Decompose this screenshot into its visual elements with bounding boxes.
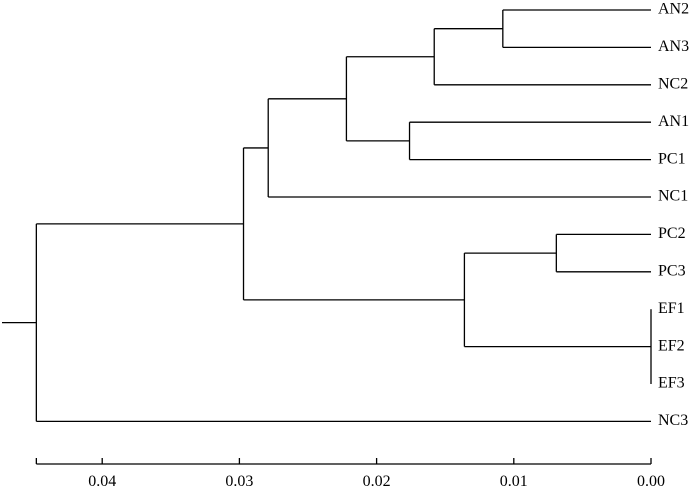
leaf-label-ef3: EF3	[658, 375, 685, 392]
tick-label: 0.00	[637, 473, 665, 490]
tick-label: 0.02	[363, 473, 391, 490]
x-axis: 0.04 0.03 0.02 0.01 0.00	[35, 458, 665, 490]
leaf-label-an2: AN2	[658, 1, 689, 18]
leaf-labels-group: AN2 AN3 NC2 AN1 PC1 NC1 PC2 PC3 EF1 EF2 EF3 NC3	[658, 1, 689, 429]
leaf-label-ef1: EF1	[658, 300, 685, 317]
leaf-label-an1: AN1	[658, 113, 689, 130]
leaf-label-ef2: EF2	[658, 337, 685, 354]
tick-label: 0.03	[225, 473, 253, 490]
leaf-label-pc2: PC2	[658, 225, 686, 242]
leaf-label-nc1: NC1	[658, 188, 688, 205]
tick-label: 0.04	[88, 473, 116, 490]
branches-group	[2, 9, 652, 423]
leaf-label-pc1: PC1	[658, 150, 686, 167]
leaf-label-an3: AN3	[658, 38, 689, 55]
leaf-label-nc2: NC2	[658, 75, 688, 92]
leaf-label-nc3: NC3	[658, 412, 688, 429]
leaf-label-pc3: PC3	[658, 262, 686, 279]
tick-label: 0.01	[500, 473, 528, 490]
